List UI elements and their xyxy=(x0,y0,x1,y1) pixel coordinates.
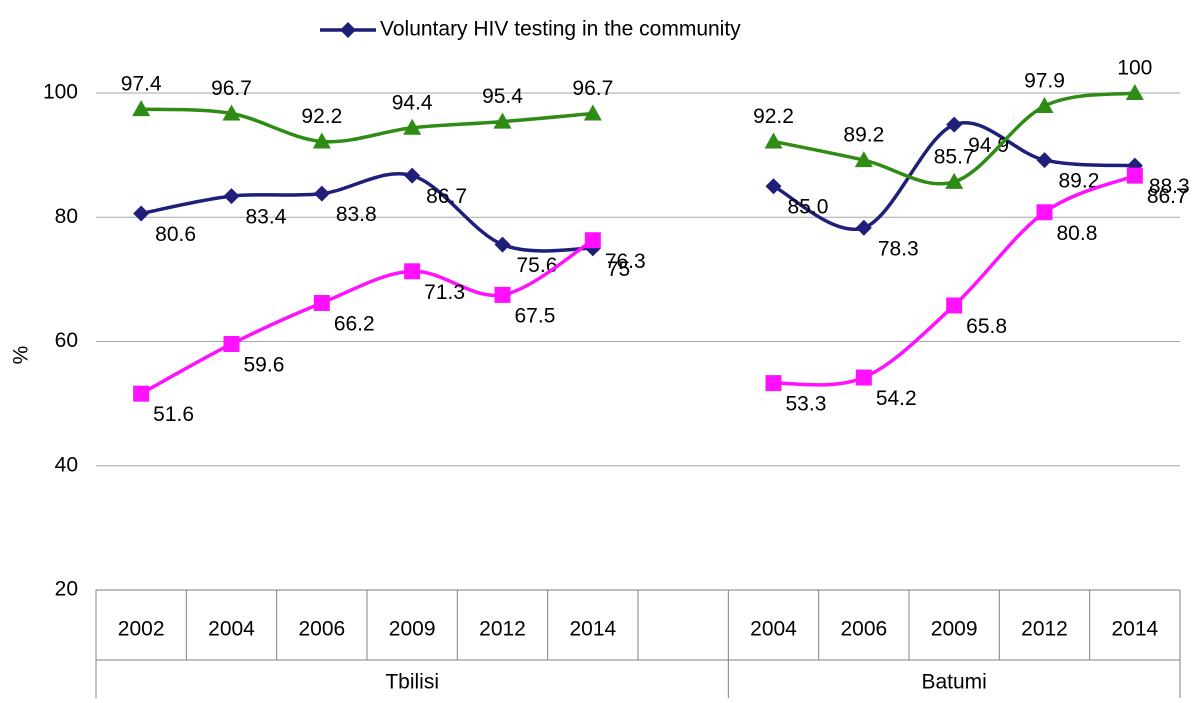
marker xyxy=(765,178,782,195)
data-label: 67.5 xyxy=(515,304,556,327)
data-label: 51.6 xyxy=(153,403,194,426)
data-label: 75.6 xyxy=(517,254,558,277)
marker xyxy=(133,385,150,402)
group-label: Batumi xyxy=(921,671,986,694)
data-label: 80.8 xyxy=(1057,222,1098,245)
y-tick-label: 40 xyxy=(55,453,78,476)
y-tick-label: 20 xyxy=(55,578,78,601)
x-tick-label: 2009 xyxy=(389,618,436,641)
data-label: 83.8 xyxy=(336,203,377,226)
legend-label: Voluntary HIV testing in the community xyxy=(380,18,741,41)
y-tick-label: 100 xyxy=(43,81,78,104)
data-label: 96.7 xyxy=(572,77,613,100)
marker xyxy=(946,116,963,133)
x-tick-label: 2009 xyxy=(931,618,978,641)
marker xyxy=(313,294,330,311)
marker xyxy=(946,297,963,314)
x-tick-label: 2012 xyxy=(1021,618,1068,641)
marker xyxy=(494,286,511,303)
marker xyxy=(584,232,601,249)
marker xyxy=(855,369,872,386)
data-label: 75 xyxy=(607,258,630,281)
data-label: 86.7 xyxy=(426,185,467,208)
data-label: 94.4 xyxy=(392,91,433,114)
data-label: 66.2 xyxy=(334,313,375,336)
data-label: 83.4 xyxy=(246,206,287,229)
data-label: 54.2 xyxy=(876,387,917,410)
x-tick-label: 2006 xyxy=(298,618,345,641)
marker xyxy=(313,185,330,202)
data-label: 97.9 xyxy=(1024,70,1065,93)
x-tick-label: 2014 xyxy=(1111,618,1158,641)
data-label: 78.3 xyxy=(878,237,919,260)
x-tick-label: 2004 xyxy=(750,618,797,641)
marker xyxy=(312,132,331,149)
data-label: 88.3 xyxy=(1149,175,1190,198)
marker xyxy=(404,263,421,280)
x-tick-label: 2004 xyxy=(208,618,255,641)
data-label: 92.2 xyxy=(753,105,794,128)
data-label: 89.2 xyxy=(1059,170,1100,193)
marker xyxy=(494,236,511,253)
data-label: 85.7 xyxy=(934,145,975,168)
data-label: 89.2 xyxy=(843,124,884,147)
series-line xyxy=(140,173,1136,396)
data-label: 95.4 xyxy=(482,85,523,108)
marker xyxy=(764,132,783,149)
group-label: Tbilisi xyxy=(385,671,439,694)
marker xyxy=(1036,204,1053,221)
marker xyxy=(854,151,873,168)
marker xyxy=(583,104,602,121)
marker xyxy=(222,104,241,121)
marker xyxy=(404,167,421,184)
marker xyxy=(1125,84,1144,100)
marker xyxy=(493,112,512,129)
x-tick-label: 2006 xyxy=(840,618,887,641)
data-label: 100 xyxy=(1117,57,1152,80)
marker xyxy=(223,188,240,205)
data-label: 59.6 xyxy=(244,354,285,377)
marker xyxy=(340,22,356,38)
data-label: 92.2 xyxy=(301,105,342,128)
marker xyxy=(223,335,240,352)
marker xyxy=(765,375,782,392)
marker xyxy=(1036,152,1053,169)
marker xyxy=(403,118,422,135)
marker xyxy=(1126,167,1143,184)
x-tick-label: 2012 xyxy=(479,618,526,641)
x-tick-label: 2014 xyxy=(569,618,616,641)
data-label: 86.7 xyxy=(1147,185,1188,208)
data-label: 85.0 xyxy=(788,196,829,219)
data-label: 71.3 xyxy=(424,281,465,304)
marker xyxy=(133,205,150,222)
marker xyxy=(132,100,151,117)
data-label: 96.7 xyxy=(211,77,252,100)
y-tick-label: 60 xyxy=(55,329,78,352)
marker xyxy=(855,219,872,236)
data-label: 53.3 xyxy=(786,393,827,416)
data-label: 76.3 xyxy=(605,250,646,273)
y-tick-label: 80 xyxy=(55,205,78,228)
marker xyxy=(1035,97,1054,114)
x-tick-label: 2002 xyxy=(118,618,165,641)
data-label: 65.8 xyxy=(966,315,1007,338)
data-label: 94.9 xyxy=(968,134,1009,157)
marker xyxy=(945,172,964,189)
data-label: 97.4 xyxy=(121,73,162,96)
y-axis-label: % xyxy=(10,346,33,365)
data-label: 80.6 xyxy=(155,223,196,246)
